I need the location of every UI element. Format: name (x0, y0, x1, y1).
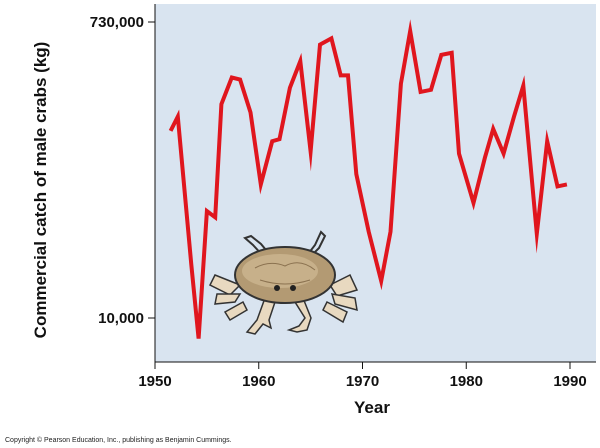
series-layer (168, 19, 568, 339)
y-axis-title: Commercial catch of male crabs (kg) (31, 42, 50, 339)
x-tick-label: 1950 (138, 373, 171, 390)
x-tick-label: 1960 (242, 373, 275, 390)
x-tick-label: 1970 (346, 373, 379, 390)
y-tick-label: 10,000 (98, 310, 144, 327)
copyright-notice: Copyright © Pearson Education, Inc., pub… (5, 436, 232, 444)
plot-area-background (155, 4, 596, 362)
y-tick-label: 730,000 (90, 14, 144, 31)
x-tick-label: 1980 (450, 373, 483, 390)
series-line-0 (168, 19, 568, 339)
x-tick-label: 1990 (553, 373, 586, 390)
axes (154, 4, 596, 363)
x-axis-title: Year (354, 398, 390, 417)
x-ticks: 1950 1960 1970 1980 1990 (138, 362, 587, 390)
crab-illustration (208, 230, 359, 335)
y-ticks: 730,000 10,000 (90, 14, 155, 327)
